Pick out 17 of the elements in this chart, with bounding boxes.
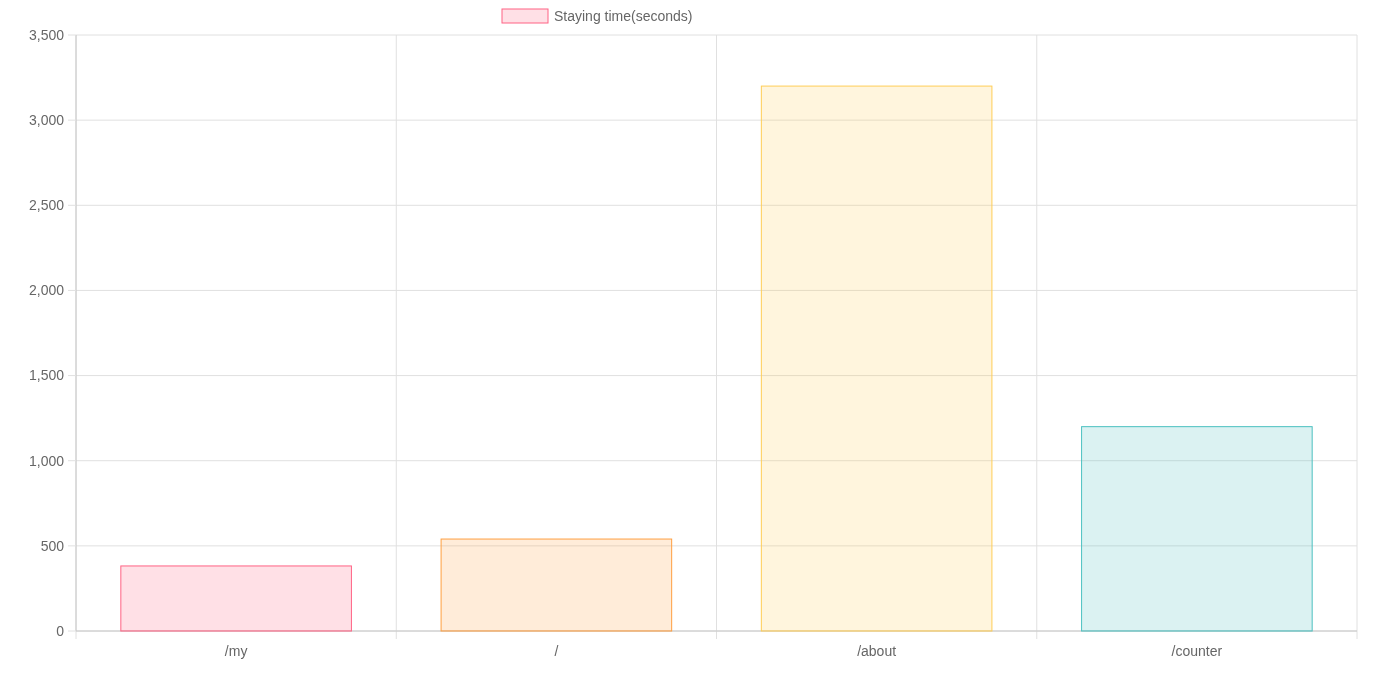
y-tick-label: 2,500 — [28, 197, 65, 214]
y-tick-label: 0 — [56, 622, 65, 639]
x-tick-label: /my — [224, 643, 248, 659]
bar — [440, 538, 673, 632]
x-tick-label: /counter — [1171, 643, 1223, 659]
y-tick-label: 1,500 — [28, 367, 65, 384]
x-tick-label: /about — [857, 643, 897, 659]
y-tick-label: 2,000 — [28, 282, 65, 299]
y-tick-label: 500 — [40, 537, 65, 554]
bar — [760, 85, 993, 632]
y-tick-label: 3,000 — [28, 112, 65, 129]
y-tick-label: 3,500 — [28, 26, 65, 43]
legend-label: Staying time(seconds) — [554, 7, 693, 24]
x-tick-label: / — [554, 643, 559, 659]
y-tick-label: 1,000 — [28, 452, 65, 469]
bar — [1081, 426, 1313, 632]
bar — [120, 565, 352, 632]
